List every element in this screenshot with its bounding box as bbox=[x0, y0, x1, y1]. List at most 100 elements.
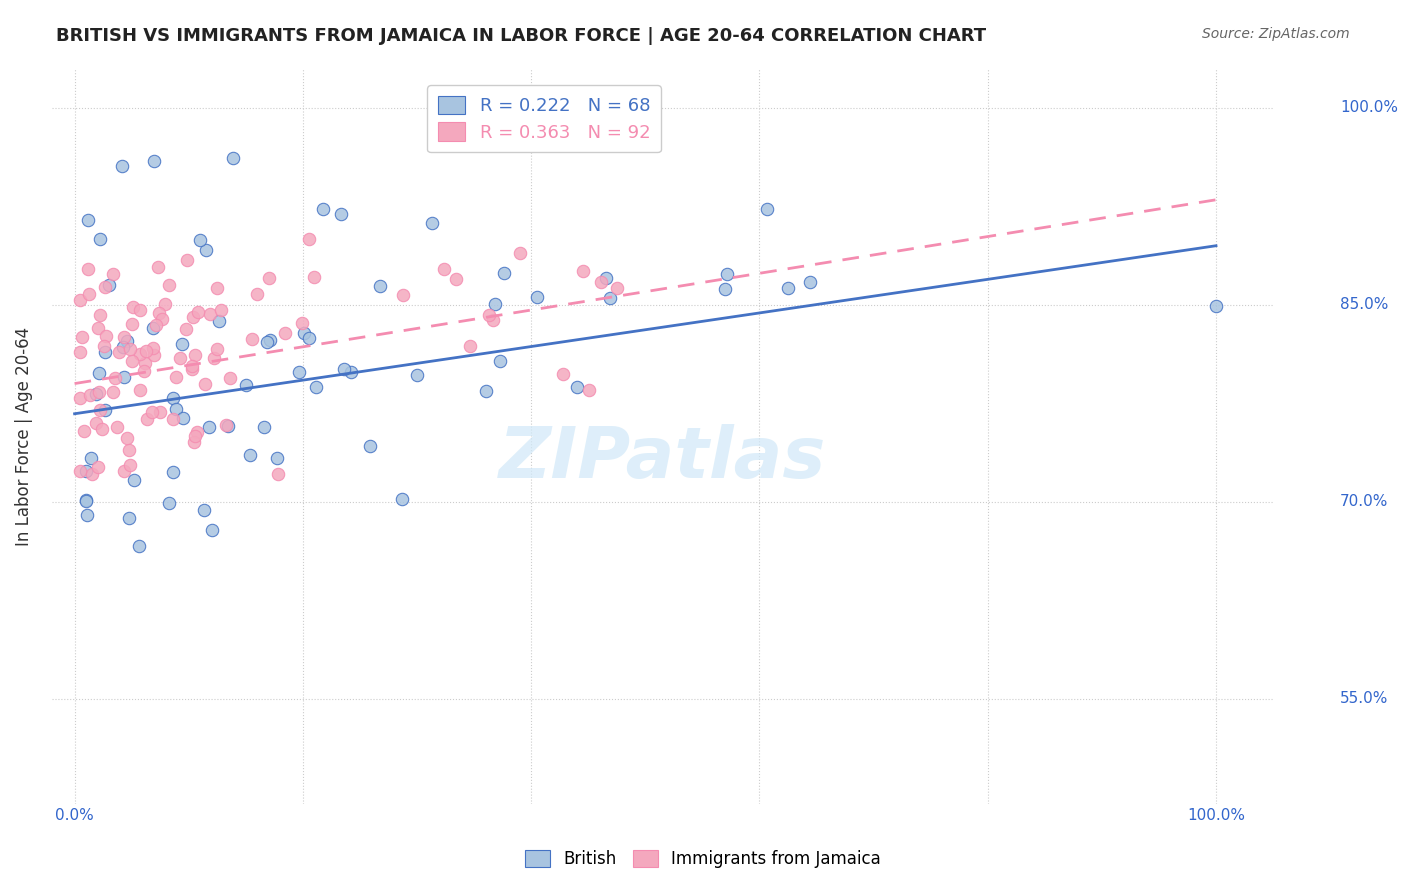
Point bbox=[207, 314, 229, 328]
Point bbox=[391, 288, 413, 302]
Point bbox=[205, 342, 228, 356]
Point bbox=[94, 280, 117, 294]
Point bbox=[141, 405, 163, 419]
Point bbox=[89, 366, 111, 380]
Point bbox=[599, 291, 621, 305]
Point bbox=[111, 159, 134, 173]
Point bbox=[481, 313, 503, 327]
Point bbox=[69, 464, 91, 478]
Point bbox=[202, 351, 225, 366]
Point bbox=[578, 383, 600, 397]
Point bbox=[209, 303, 232, 318]
Point bbox=[112, 330, 135, 344]
Point bbox=[157, 496, 180, 510]
Point bbox=[799, 275, 821, 289]
Point bbox=[183, 434, 205, 449]
Point bbox=[91, 422, 114, 436]
Point bbox=[121, 317, 143, 331]
Text: 55.0%: 55.0% bbox=[1340, 691, 1389, 706]
Point bbox=[606, 280, 628, 294]
Point bbox=[89, 403, 111, 417]
Point bbox=[240, 332, 263, 346]
Point bbox=[253, 420, 276, 434]
Point bbox=[117, 511, 139, 525]
Point bbox=[111, 340, 134, 354]
Point bbox=[76, 212, 98, 227]
Point bbox=[187, 304, 209, 318]
Point bbox=[75, 464, 97, 478]
Point bbox=[165, 401, 187, 416]
Legend: R = 0.222   N = 68, R = 0.363   N = 92: R = 0.222 N = 68, R = 0.363 N = 92 bbox=[427, 85, 661, 153]
Point bbox=[89, 308, 111, 322]
Point bbox=[94, 345, 117, 359]
Point bbox=[201, 523, 224, 537]
Point bbox=[291, 317, 314, 331]
Point bbox=[128, 303, 150, 318]
Point bbox=[108, 344, 131, 359]
Point bbox=[73, 424, 96, 438]
Point bbox=[129, 347, 152, 361]
Point bbox=[105, 420, 128, 434]
Point bbox=[186, 425, 208, 439]
Point bbox=[112, 370, 135, 384]
Point bbox=[494, 266, 516, 280]
Point bbox=[1205, 299, 1227, 313]
Point bbox=[391, 492, 413, 507]
Point bbox=[359, 439, 381, 453]
Point bbox=[217, 418, 239, 433]
Point bbox=[70, 329, 93, 343]
Point bbox=[155, 297, 177, 311]
Point bbox=[184, 428, 207, 442]
Point bbox=[76, 508, 98, 523]
Point bbox=[84, 387, 107, 401]
Point bbox=[149, 404, 172, 418]
Point bbox=[162, 466, 184, 480]
Point bbox=[174, 322, 197, 336]
Legend: British, Immigrants from Jamaica: British, Immigrants from Jamaica bbox=[519, 843, 887, 875]
Point bbox=[458, 339, 481, 353]
Point bbox=[143, 154, 166, 169]
Point bbox=[266, 450, 288, 465]
Point bbox=[118, 458, 141, 472]
Point bbox=[246, 286, 269, 301]
Point bbox=[176, 253, 198, 268]
Point bbox=[219, 371, 242, 385]
Point bbox=[298, 331, 321, 345]
Point bbox=[713, 282, 735, 296]
Point bbox=[148, 306, 170, 320]
Point bbox=[259, 271, 281, 285]
Point bbox=[298, 232, 321, 246]
Point bbox=[94, 402, 117, 417]
Point bbox=[80, 451, 103, 466]
Point bbox=[112, 465, 135, 479]
Point bbox=[184, 348, 207, 362]
Point bbox=[332, 361, 354, 376]
Point bbox=[75, 492, 97, 507]
Point bbox=[572, 264, 595, 278]
Point bbox=[172, 410, 194, 425]
Point bbox=[79, 388, 101, 402]
Point bbox=[134, 356, 156, 370]
Point bbox=[239, 449, 262, 463]
Point bbox=[86, 416, 108, 430]
Point bbox=[101, 384, 124, 399]
Point bbox=[122, 300, 145, 314]
Point bbox=[135, 344, 157, 359]
Point bbox=[259, 333, 281, 347]
Point bbox=[136, 411, 159, 425]
Point bbox=[118, 443, 141, 458]
Point bbox=[89, 231, 111, 245]
Point bbox=[157, 277, 180, 292]
Point bbox=[146, 260, 169, 274]
Point bbox=[181, 361, 204, 376]
Point bbox=[98, 277, 121, 292]
Point bbox=[475, 384, 498, 398]
Point bbox=[150, 311, 173, 326]
Point bbox=[302, 269, 325, 284]
Point bbox=[96, 329, 118, 343]
Point bbox=[235, 377, 257, 392]
Text: 85.0%: 85.0% bbox=[1340, 297, 1389, 312]
Point bbox=[120, 342, 142, 356]
Point bbox=[305, 380, 328, 394]
Point bbox=[141, 321, 163, 335]
